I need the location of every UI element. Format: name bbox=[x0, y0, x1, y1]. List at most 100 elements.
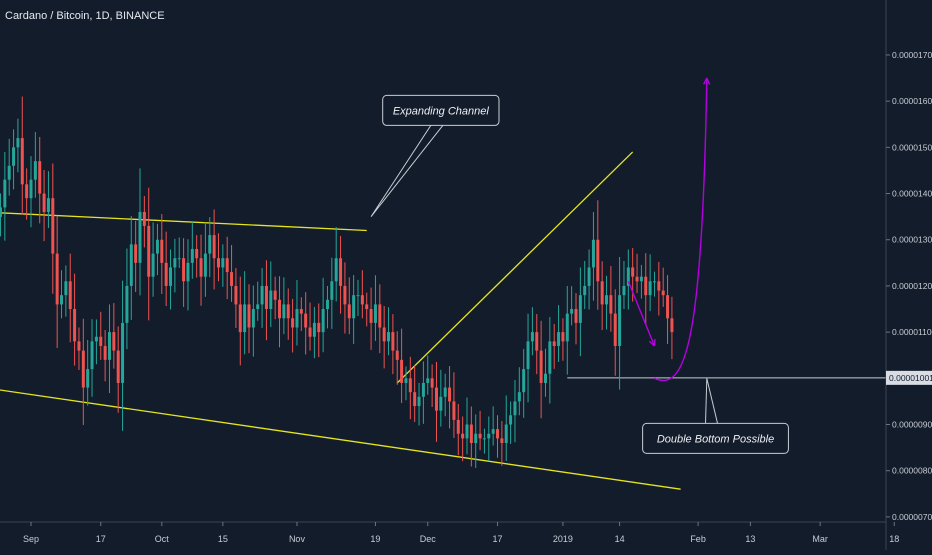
candle bbox=[173, 238, 177, 293]
trendline-0[interactable] bbox=[0, 212, 367, 232]
candle-body bbox=[25, 184, 29, 199]
candle bbox=[452, 372, 456, 438]
candle bbox=[291, 298, 295, 353]
x-tick-label: 15 bbox=[218, 534, 228, 544]
candle-body bbox=[269, 290, 273, 310]
candle bbox=[264, 260, 268, 341]
candle bbox=[317, 303, 321, 358]
trendline-1[interactable] bbox=[0, 388, 681, 490]
candle-body bbox=[86, 369, 90, 388]
candle-body bbox=[482, 438, 486, 440]
candle-body bbox=[583, 285, 587, 296]
callout-box bbox=[382, 94, 500, 126]
candle-body bbox=[421, 382, 425, 397]
x-tick-label: Dec bbox=[420, 534, 437, 544]
candle-body bbox=[496, 429, 500, 439]
candle-body bbox=[64, 281, 68, 296]
candle bbox=[94, 319, 98, 365]
candle bbox=[578, 267, 582, 357]
x-tick-label: 17 bbox=[96, 534, 106, 544]
forecast-down-arrowhead bbox=[648, 338, 656, 347]
candle bbox=[260, 267, 264, 328]
candle bbox=[369, 287, 373, 350]
candle-body bbox=[600, 281, 604, 305]
candle-body bbox=[260, 285, 264, 305]
candle-body bbox=[46, 198, 50, 213]
candle bbox=[55, 215, 59, 349]
candle bbox=[500, 421, 504, 466]
candle bbox=[221, 244, 225, 287]
candle bbox=[138, 168, 142, 296]
candle-body bbox=[291, 318, 295, 328]
candle bbox=[112, 303, 116, 369]
candle bbox=[129, 215, 133, 320]
candle bbox=[474, 414, 478, 468]
candle-body bbox=[138, 212, 142, 263]
candle bbox=[648, 254, 652, 312]
annotation-callout[interactable]: Double Bottom Possible bbox=[642, 378, 789, 454]
candle-body bbox=[413, 392, 417, 407]
forecast-rebound-curve[interactable] bbox=[654, 78, 708, 382]
candle bbox=[169, 249, 173, 310]
candle-body bbox=[317, 322, 321, 333]
candle bbox=[347, 277, 351, 335]
candle-body bbox=[478, 433, 482, 439]
candle-body bbox=[186, 262, 190, 282]
candle-body bbox=[243, 304, 247, 333]
candle-body bbox=[417, 396, 421, 407]
trendline-2[interactable] bbox=[396, 151, 634, 384]
candle-body bbox=[247, 304, 251, 328]
candle-body bbox=[203, 253, 207, 277]
annotations-layer: Expanding Channel Double Bottom Possible bbox=[370, 94, 789, 454]
candle bbox=[535, 314, 539, 375]
trendlines-layer bbox=[0, 151, 886, 490]
candle-body bbox=[474, 433, 478, 443]
candle bbox=[155, 223, 159, 276]
candle bbox=[86, 339, 90, 406]
x-tick-label: 2019 bbox=[553, 534, 573, 544]
x-tick-label: 19 bbox=[370, 534, 380, 544]
candle-body bbox=[20, 138, 24, 185]
candle bbox=[543, 348, 547, 397]
candle bbox=[25, 168, 29, 220]
candle-body bbox=[278, 299, 282, 319]
candle bbox=[116, 326, 120, 413]
candle-body bbox=[212, 235, 216, 259]
candle-body bbox=[0, 207, 2, 217]
candle-body bbox=[321, 309, 325, 333]
candle bbox=[216, 233, 220, 282]
candle bbox=[234, 267, 238, 328]
candle bbox=[387, 307, 391, 356]
candle bbox=[561, 318, 565, 361]
callout-pointer bbox=[370, 125, 444, 217]
candle bbox=[212, 209, 216, 290]
candle-body bbox=[500, 438, 504, 443]
candle-body bbox=[461, 433, 465, 439]
candle-body bbox=[644, 276, 648, 296]
candle-body bbox=[591, 239, 595, 268]
candle bbox=[286, 288, 290, 340]
candles-layer bbox=[0, 96, 674, 468]
candle-body bbox=[539, 350, 543, 383]
candle-body bbox=[12, 147, 16, 166]
candle-body bbox=[613, 313, 617, 346]
forecast-down-arrow-line[interactable] bbox=[627, 281, 656, 347]
candle-body bbox=[73, 309, 77, 342]
candle bbox=[583, 260, 587, 310]
candle-body bbox=[312, 322, 316, 337]
x-tick-label: 14 bbox=[615, 534, 625, 544]
candle bbox=[208, 217, 212, 278]
chart-title: Cardano / Bitcoin, 1D, BINANCE bbox=[5, 10, 165, 22]
candle bbox=[142, 196, 146, 248]
candle-body bbox=[356, 295, 360, 297]
candle-body bbox=[509, 415, 513, 425]
candle-body bbox=[7, 165, 11, 180]
candle-body bbox=[661, 290, 665, 296]
candle-body bbox=[504, 424, 508, 443]
annotation-callout[interactable]: Expanding Channel bbox=[370, 94, 500, 217]
